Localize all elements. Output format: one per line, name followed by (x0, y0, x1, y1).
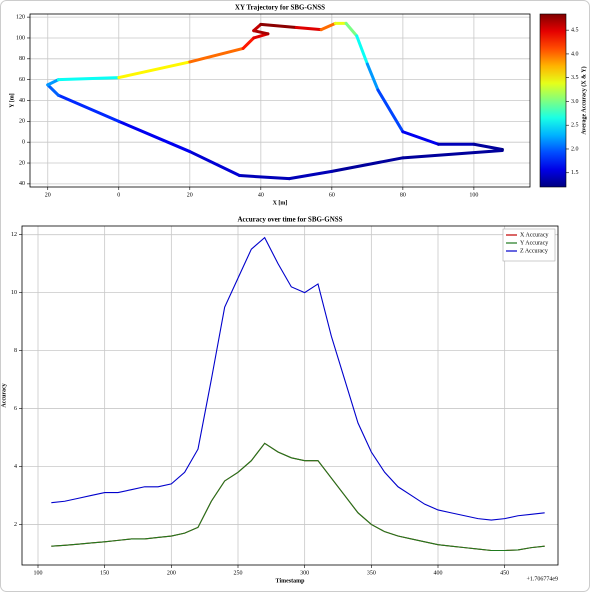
legend-box (502, 228, 556, 262)
trajectory-segment (472, 142, 504, 151)
x-axis-label: Timestamp (276, 578, 306, 584)
y-tick-label: 10 (11, 290, 17, 296)
legend-label: X Accuracy (520, 232, 549, 238)
trajectory-segment (252, 29, 270, 36)
trajectory-segment (294, 26, 323, 32)
y-tick-label: 0 (22, 140, 25, 146)
trajectory-segment (344, 21, 359, 38)
x-tick-label: 450 (500, 570, 509, 576)
axes-frame (21, 225, 559, 566)
trajectory-segment (252, 22, 263, 33)
trajectory-segment (401, 130, 440, 146)
trajectory-segment (46, 78, 60, 87)
y-tick-label: 20 (19, 160, 25, 166)
y-tick-label: 100 (16, 35, 25, 41)
colorbar-tick-label: 3.0 (571, 99, 579, 105)
trajectory-segment (117, 60, 192, 80)
y-tick-label: 6 (14, 406, 17, 412)
trajectory-segment (365, 62, 380, 92)
trajectory-segment (117, 119, 192, 154)
colorbar-tick-label: 2.5 (571, 123, 579, 129)
y-tick-label: 12 (11, 232, 17, 238)
axes-frame (29, 13, 531, 188)
colorbar-label: Average Accuracy (X & Y) (580, 66, 587, 134)
x-tick-label: 200 (167, 570, 176, 576)
x-axis-label: X [m] (273, 200, 288, 206)
x-tick-label: 300 (300, 570, 309, 576)
x-tick-label: 0 (117, 192, 120, 198)
trajectory-segment (56, 93, 121, 123)
trajectory-segment (376, 88, 405, 134)
trajectory-segment (238, 174, 291, 181)
x-tick-label: 150 (100, 570, 109, 576)
trajectory-segment (330, 156, 405, 173)
trajectory-segment (56, 76, 121, 82)
chart-title: Accuracy over time for SBG-GNSS (237, 216, 342, 224)
colorbar-tick-label: 4.5 (571, 28, 579, 34)
trajectory-segment (188, 46, 245, 64)
y-axis-label: Accuracy (1, 383, 7, 407)
x-tick-label: 40 (258, 192, 264, 198)
x-tick-label: 20 (45, 192, 51, 198)
x-offset-label: +1.706774e9 (526, 576, 558, 582)
x-tick-label: 400 (434, 570, 443, 576)
x-tick-label: 100 (469, 192, 478, 198)
series-line (51, 442, 545, 552)
series-line (51, 236, 545, 521)
x-tick-label: 20 (187, 192, 193, 198)
y-axis-label: Y [m] (9, 93, 15, 108)
colorbar-tick-label: 3.5 (571, 75, 579, 81)
y-tick-label: 2 (14, 522, 17, 528)
x-tick-label: 350 (367, 570, 376, 576)
colorbar-tick-label: 2.0 (571, 146, 579, 152)
y-tick-label: 4 (14, 464, 17, 470)
trajectory-segment (319, 21, 337, 32)
x-tick-label: 60 (329, 192, 335, 198)
y-tick-label: 40 (19, 181, 25, 187)
y-tick-label: 8 (14, 348, 17, 354)
colorbar (539, 13, 567, 188)
colorbar-tick-label: 1.5 (571, 170, 579, 176)
trajectory-segment (259, 22, 298, 30)
x-tick-label: 80 (400, 192, 406, 198)
trajectory-segment (401, 149, 504, 160)
y-tick-label: 80 (19, 56, 25, 62)
trajectory-segment (241, 36, 256, 50)
x-tick-label: 250 (234, 570, 243, 576)
trajectory-segment (355, 34, 369, 66)
trajectory-segment (188, 150, 242, 178)
y-tick-label: 40 (19, 98, 25, 104)
plot-area (22, 226, 558, 565)
y-tick-label: 20 (19, 119, 25, 125)
trajectory-segment (287, 169, 334, 181)
y-tick-label: 60 (19, 77, 25, 83)
y-tick-label: 120 (16, 15, 25, 21)
colorbar-tick-label: 4.0 (571, 51, 579, 57)
trajectory-segment (46, 83, 60, 97)
trajectory-point (500, 147, 504, 151)
chart-title: XY Trajectory for SBG-GNSS (235, 4, 325, 12)
legend-label: Z Accuracy (520, 248, 548, 254)
x-tick-label: 100 (34, 570, 43, 576)
legend-label: Y Accuracy (520, 240, 548, 246)
